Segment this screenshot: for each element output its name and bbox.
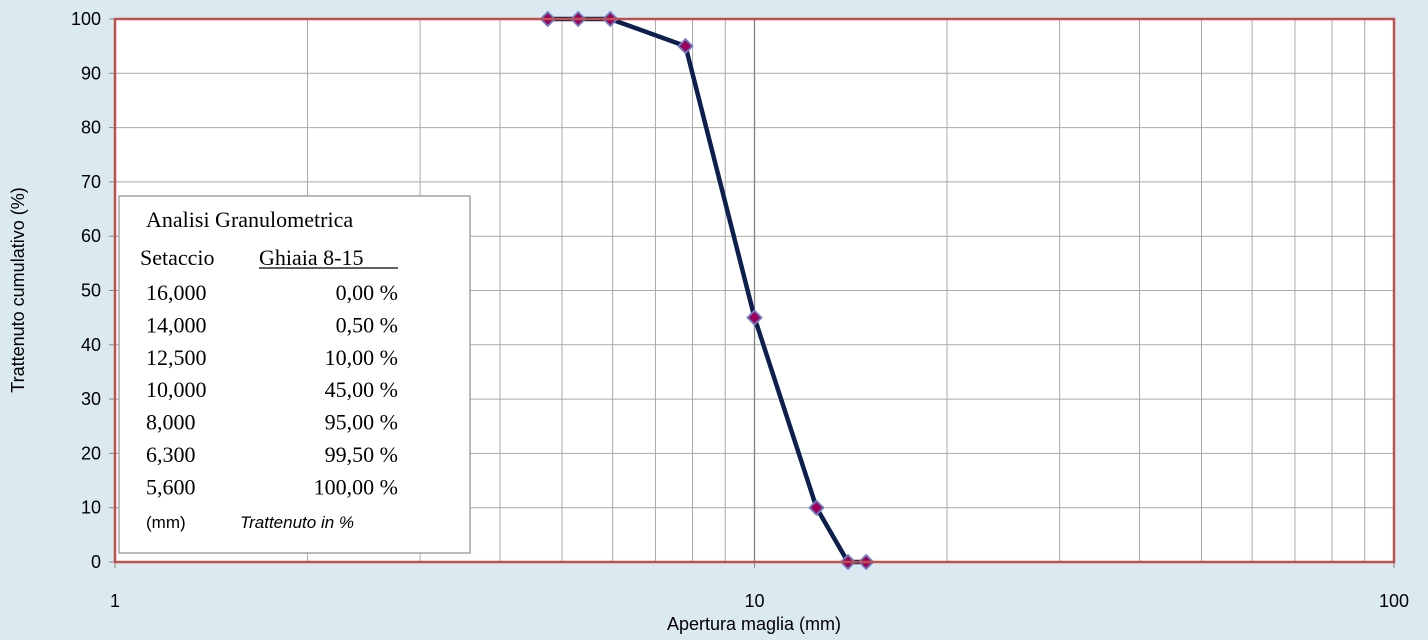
y-tick-labels: 0 10 20 30 40 50 60 70 80 90 100 [71,9,115,572]
y-tick-label: 90 [81,63,101,83]
legend-table: Analisi Granulometrica Setaccio Ghiaia 8… [118,195,471,554]
y-tick-label: 30 [81,389,101,409]
y-tick-label: 40 [81,335,101,355]
legend-title: Analisi Granulometrica [146,207,353,232]
y-tick-label: 80 [81,118,101,138]
legend-row-value: 45,00 % [325,377,398,402]
y-tick-label: 70 [81,172,101,192]
y-tick-label: 20 [81,443,101,463]
legend-row-sieve: 14,000 [146,312,207,337]
x-tick-label: 100 [1379,591,1409,611]
y-tick-label: 50 [81,281,101,301]
x-tick-labels: 1 10 100 [110,562,1409,611]
y-tick-label: 60 [81,226,101,246]
legend-row-value: 0,50 % [336,312,398,337]
y-tick-label: 10 [81,498,101,518]
legend-row-value: 95,00 % [325,410,398,435]
y-tick-label: 0 [91,552,101,572]
legend-footer: Trattenuto in % [240,513,354,532]
legend-row-value: 100,00 % [314,474,398,499]
x-tick-label: 1 [110,591,120,611]
legend-box [118,195,471,554]
legend-row-value: 0,00 % [336,280,398,305]
y-axis-title: Trattenuto cumulativo (%) [8,187,28,392]
legend-row-sieve: 5,600 [146,474,196,499]
data-point [677,37,694,55]
legend-rows: 16,000 0,00 % 14,000 0,50 % 12,500 10,00 % 10,… [146,280,398,499]
legend-col2-header: Ghiaia 8-15 [259,245,363,270]
y-tick-label: 100 [71,9,101,29]
data-point [746,309,763,326]
legend-col1-header: Setaccio [140,245,215,270]
legend-row-sieve: 12,500 [146,345,207,370]
legend-row-value: 10,00 % [325,345,398,370]
legend-row-sieve: 8,000 [146,410,196,435]
x-axis-title: Apertura maglia (mm) [667,614,841,634]
plot-border [113,17,1396,564]
legend-row-sieve: 10,000 [146,377,207,402]
legend-row-sieve: 16,000 [146,280,207,305]
data-point [808,499,825,516]
x-tick-label: 10 [744,591,764,611]
legend-unit: (mm) [146,513,186,532]
legend-row-sieve: 6,300 [146,442,196,467]
legend-row-value: 99,50 % [325,442,398,467]
